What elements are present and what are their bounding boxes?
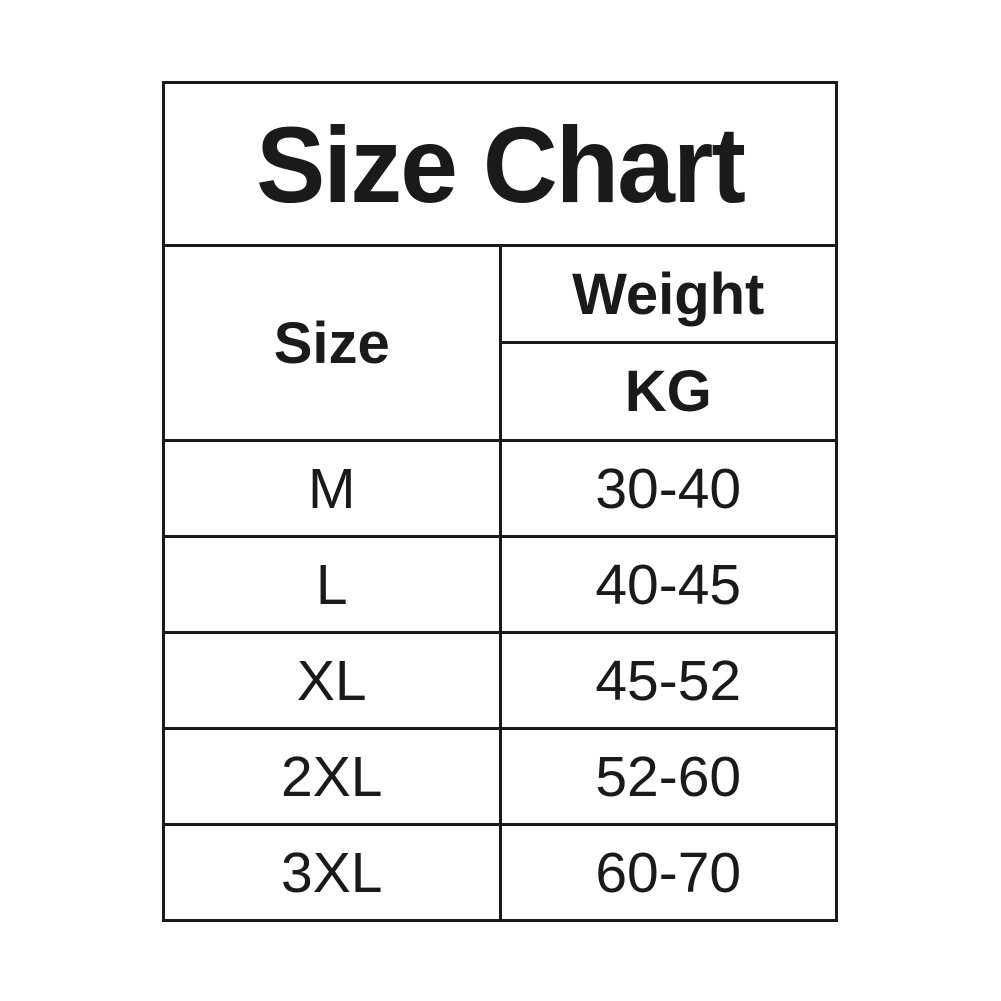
size-cell: L bbox=[162, 535, 502, 634]
table-row: 3XL 60-70 bbox=[162, 823, 838, 922]
size-chart-table: Size Chart Size Weight KG M 30-40 L 40-4… bbox=[162, 81, 838, 922]
weight-cell: 40-45 bbox=[498, 535, 838, 634]
title-cell: Size Chart bbox=[162, 81, 838, 247]
unit-header-cell: KG bbox=[498, 341, 838, 442]
header-row-weight: Size Weight bbox=[162, 244, 838, 442]
table-row: 2XL 52-60 bbox=[162, 727, 838, 826]
size-cell: M bbox=[162, 439, 502, 538]
header-row-unit: KG bbox=[164, 341, 838, 442]
size-cell: 2XL bbox=[162, 727, 502, 826]
weight-cell: 30-40 bbox=[498, 439, 838, 538]
table-row: XL 45-52 bbox=[162, 631, 838, 730]
size-header-cell: Size bbox=[162, 244, 502, 442]
weight-cell: 52-60 bbox=[498, 727, 838, 826]
size-cell: 3XL bbox=[162, 823, 502, 922]
title-row: Size Chart bbox=[162, 81, 838, 247]
page-title: Size Chart bbox=[256, 103, 746, 225]
table-row: M 30-40 bbox=[162, 439, 838, 538]
weight-cell: 60-70 bbox=[498, 823, 838, 922]
size-cell: XL bbox=[162, 631, 502, 730]
table-row: L 40-45 bbox=[162, 535, 838, 634]
weight-header-cell: Weight bbox=[498, 244, 838, 344]
weight-cell: 45-52 bbox=[498, 631, 838, 730]
